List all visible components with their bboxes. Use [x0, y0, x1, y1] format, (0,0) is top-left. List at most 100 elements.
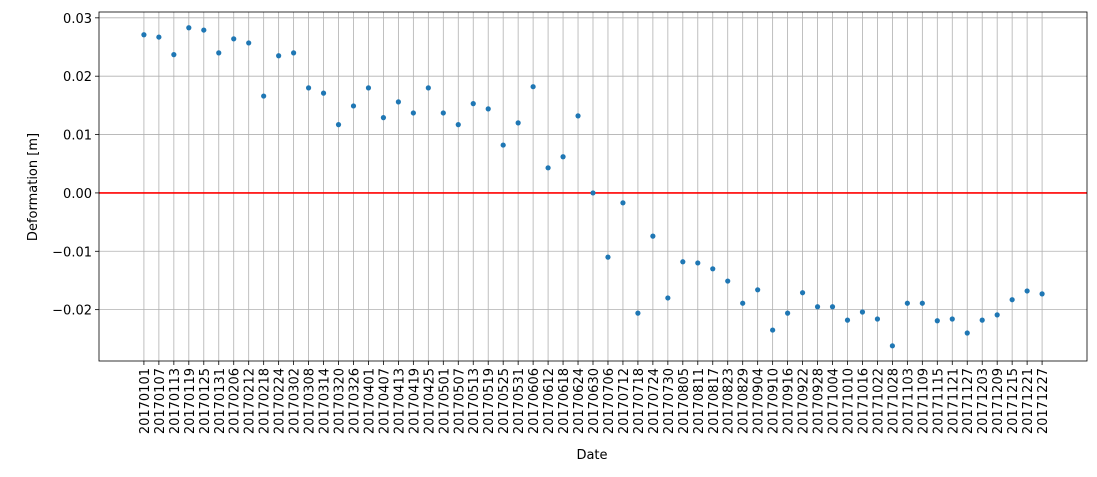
- x-tick-label: 20171010: [841, 368, 856, 434]
- x-tick-label: 20170131: [213, 368, 228, 434]
- x-axis-label: Date: [576, 448, 607, 463]
- x-tick-label: 20170630: [587, 368, 602, 434]
- y-tick-label: 0.01: [63, 129, 92, 144]
- x-tick-label: 20170606: [527, 368, 542, 434]
- x-tick-label: 20170718: [632, 368, 647, 434]
- point: [171, 52, 177, 58]
- point: [829, 304, 836, 310]
- point: [261, 93, 267, 99]
- x-tick-label: 20171103: [901, 368, 916, 434]
- x-tick-label: 20170525: [497, 368, 512, 434]
- x-tick-label: 20170624: [572, 368, 587, 434]
- point: [904, 300, 910, 306]
- x-tick-label: 20171215: [1006, 368, 1021, 434]
- point: [560, 154, 566, 160]
- point: [1009, 297, 1015, 303]
- x-tick-label: 20170916: [782, 368, 797, 434]
- x-tick-label: 20170326: [347, 368, 362, 434]
- x-tick-label: 20170125: [198, 368, 213, 434]
- point: [949, 316, 955, 322]
- x-tick-label: 20170513: [467, 368, 482, 434]
- x-tick-label: 20171028: [886, 368, 901, 434]
- x-tick-label: 20170308: [303, 368, 318, 434]
- x-tick-label: 20170212: [243, 368, 258, 434]
- point: [710, 266, 716, 272]
- point: [844, 317, 851, 323]
- y-tick-label: 0.03: [63, 12, 92, 27]
- point: [335, 122, 342, 128]
- x-tick-label: 20171115: [931, 368, 946, 434]
- point: [470, 101, 476, 107]
- point: [770, 327, 776, 333]
- point: [485, 106, 491, 112]
- point: [365, 85, 372, 91]
- x-tick-label: 20170101: [138, 368, 153, 434]
- x-tick-label: 20170224: [273, 368, 288, 434]
- x-tick-label: 20171121: [946, 368, 961, 434]
- point: [934, 318, 940, 324]
- x-tick-label: 20171004: [827, 368, 842, 434]
- point: [799, 290, 806, 296]
- x-tick-label: 20170314: [318, 368, 333, 434]
- point: [305, 85, 312, 91]
- x-tick-label: 20170419: [407, 368, 422, 434]
- x-tick-label: 20170817: [707, 368, 722, 434]
- x-tick-label: 20171221: [1021, 368, 1036, 434]
- x-tick-label: 20170618: [557, 368, 572, 434]
- point: [979, 317, 985, 323]
- x-tick-label: 20170320: [333, 368, 348, 434]
- x-tick-label: 20171203: [976, 368, 991, 434]
- point: [320, 90, 327, 96]
- point: [545, 165, 551, 171]
- x-tick-label: 20170507: [452, 368, 467, 434]
- x-tick-label: 20170706: [602, 368, 617, 434]
- x-tick-label: 20170910: [767, 368, 782, 434]
- x-tick-label: 20171209: [991, 368, 1006, 434]
- x-tick-label: 20170425: [422, 368, 437, 434]
- point: [725, 278, 731, 284]
- point: [650, 233, 656, 239]
- point: [665, 295, 671, 301]
- point: [291, 50, 297, 56]
- point: [785, 310, 791, 316]
- x-tick-label: 20170519: [482, 368, 497, 434]
- point: [859, 309, 866, 315]
- x-tick-label: 20170206: [228, 368, 243, 434]
- point: [156, 34, 162, 40]
- point: [216, 50, 222, 56]
- x-tick-label: 20170531: [512, 368, 527, 434]
- point: [141, 32, 147, 38]
- x-tick-label: 20170811: [692, 368, 707, 434]
- x-tick-label: 20170113: [168, 368, 183, 434]
- x-tick-label: 20170401: [362, 368, 377, 434]
- y-tick-label: 0.02: [63, 70, 92, 85]
- point: [964, 330, 970, 336]
- x-tick-label: 20170612: [542, 368, 557, 434]
- x-tick-label: 20170904: [752, 368, 767, 434]
- point: [814, 304, 821, 310]
- x-tick-label: 20170724: [647, 368, 662, 434]
- point: [919, 300, 925, 306]
- point: [695, 260, 701, 266]
- point: [994, 312, 1000, 318]
- x-tick-label: 20170107: [153, 368, 168, 434]
- y-axis-label: Deformation [m]: [26, 133, 41, 241]
- point: [201, 27, 207, 33]
- point: [620, 200, 626, 206]
- plot-frame: [98, 11, 1088, 362]
- x-tick-label: 20171016: [856, 368, 871, 434]
- point: [889, 343, 895, 349]
- point: [440, 110, 446, 116]
- y-tick-label: −0.02: [52, 304, 92, 319]
- point: [740, 300, 746, 306]
- x-tick-label: 20170730: [662, 368, 677, 434]
- x-tick-label: 20171127: [961, 368, 976, 434]
- x-tick-label: 20170829: [737, 368, 752, 434]
- point: [590, 190, 596, 196]
- x-tick-label: 20170407: [377, 368, 392, 434]
- x-tick-label: 20171022: [871, 368, 886, 434]
- x-tick-label: 20170712: [617, 368, 632, 434]
- point: [874, 316, 881, 322]
- x-tick-label: 20170501: [437, 368, 452, 434]
